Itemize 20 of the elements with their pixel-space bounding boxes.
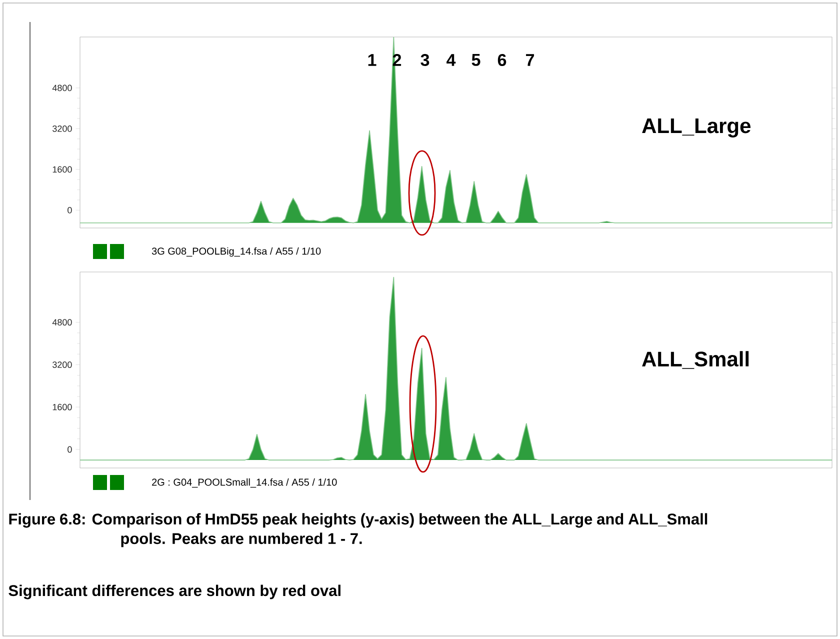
annotation: ALL_Large — [642, 118, 751, 138]
annotation: 5 — [472, 54, 480, 66]
annotation: 6 — [498, 54, 506, 66]
caption: Figure 6.8: Comparison of HmD55 peak heights (y-axis) between the ALL_Large and ALL_Small pools. Peaks are numbered 1 - 7. — [9, 513, 708, 548]
annotation: 3 — [420, 54, 430, 66]
annotation: ALL_Small — [642, 351, 749, 369]
y-tick-label: 1600 — [52, 166, 72, 173]
text: Significant differences are shown by red oval — [8, 584, 340, 600]
y-tick-label: 0 — [68, 446, 72, 453]
y-tick-label: 4800 — [52, 84, 72, 92]
y-tick-label: 3200 — [52, 362, 72, 368]
text: 3G G08_POOLBig_14.fsa / A55 / 1/10 — [152, 247, 321, 257]
annotation: 7 — [526, 54, 534, 66]
y-tick-label: 1600 — [52, 404, 72, 410]
annotation: 1 — [368, 54, 376, 66]
y-tick-label: 3200 — [52, 125, 72, 132]
y-tick-label: 4800 — [52, 319, 72, 326]
annotation: 4 — [446, 54, 456, 66]
y-tick-label: 0 — [68, 206, 72, 214]
text: 2G : G04_POOLSmall_14.fsa / A55 / 1/10 — [152, 478, 337, 488]
